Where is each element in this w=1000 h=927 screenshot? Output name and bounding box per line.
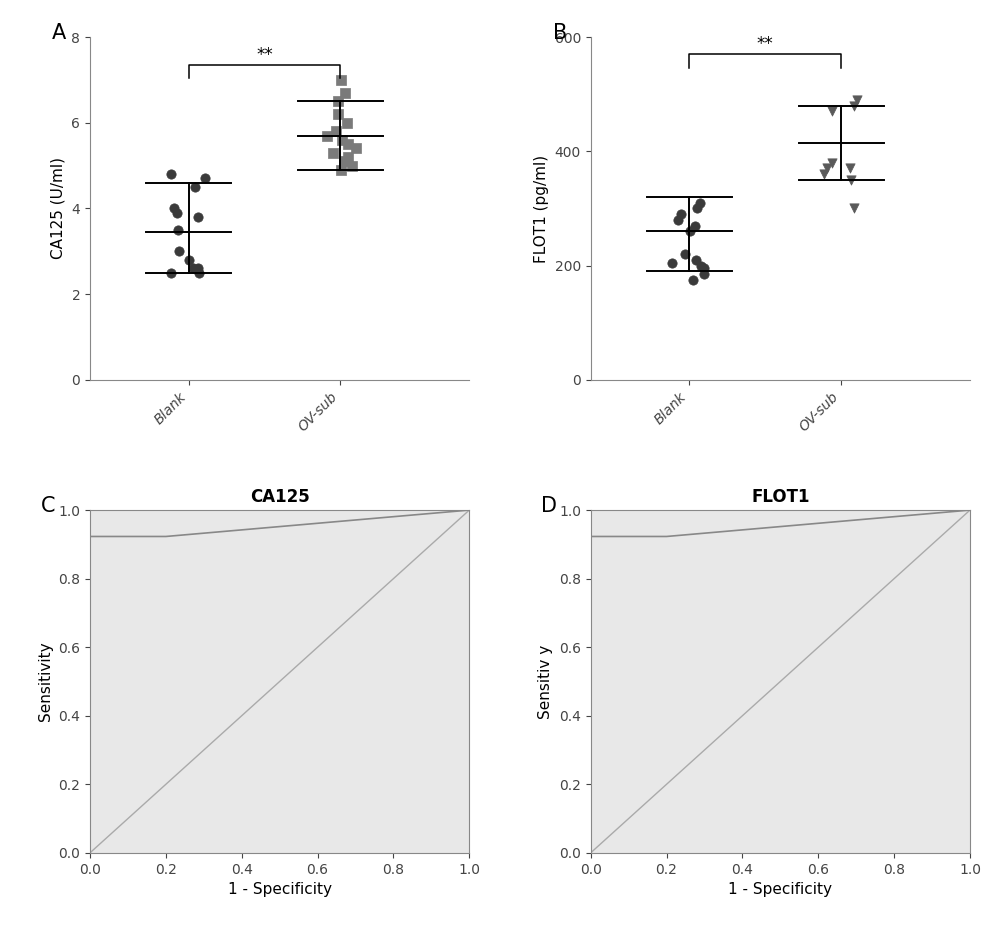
Point xyxy=(170,222,186,237)
Point xyxy=(337,85,353,100)
Point xyxy=(846,98,862,113)
Point xyxy=(190,210,206,224)
Point xyxy=(171,244,187,259)
Point xyxy=(816,167,832,182)
Point xyxy=(687,218,703,233)
Point xyxy=(824,104,840,119)
Point xyxy=(846,201,862,216)
Text: C: C xyxy=(41,496,55,516)
Point xyxy=(340,149,356,164)
Point xyxy=(689,201,705,216)
Point xyxy=(166,201,182,216)
Point xyxy=(670,212,686,227)
Point xyxy=(696,261,712,276)
Point xyxy=(682,224,698,239)
Point xyxy=(187,180,203,195)
Point xyxy=(181,252,197,267)
Point xyxy=(334,133,350,147)
Point xyxy=(344,159,360,173)
Point xyxy=(330,94,346,108)
Text: **: ** xyxy=(757,35,774,53)
Point xyxy=(328,124,344,139)
Point xyxy=(849,93,865,108)
Point xyxy=(340,137,356,152)
Title: FLOT1: FLOT1 xyxy=(751,488,810,506)
Point xyxy=(190,261,206,276)
Point xyxy=(685,273,701,287)
Point xyxy=(842,161,858,176)
Text: B: B xyxy=(553,23,567,44)
Point xyxy=(169,205,185,220)
Text: D: D xyxy=(541,496,557,516)
Point xyxy=(692,196,708,210)
Point xyxy=(333,162,349,177)
Point xyxy=(191,265,207,280)
Point xyxy=(163,167,179,182)
Point xyxy=(325,146,341,160)
Text: A: A xyxy=(52,23,66,44)
Point xyxy=(197,171,213,186)
Y-axis label: Sensitivity: Sensitivity xyxy=(38,641,53,721)
Point xyxy=(824,156,840,171)
Point xyxy=(693,258,709,273)
Point xyxy=(185,261,201,276)
Point xyxy=(673,207,689,222)
Point xyxy=(348,141,364,156)
Text: **: ** xyxy=(256,46,273,64)
Point xyxy=(688,252,704,267)
Point xyxy=(696,267,712,282)
X-axis label: 1 - Specificity: 1 - Specificity xyxy=(728,883,832,897)
Point xyxy=(819,161,835,176)
Point xyxy=(336,154,352,169)
Point xyxy=(339,115,355,130)
Point xyxy=(330,107,346,121)
Point xyxy=(333,72,349,87)
Point xyxy=(319,128,335,143)
Y-axis label: Sensitiv y: Sensitiv y xyxy=(538,644,553,718)
X-axis label: 1 - Specificity: 1 - Specificity xyxy=(228,883,332,897)
Title: CA125: CA125 xyxy=(250,488,310,506)
Y-axis label: CA125 (U/ml): CA125 (U/ml) xyxy=(51,158,66,260)
Y-axis label: FLOT1 (pg/ml): FLOT1 (pg/ml) xyxy=(534,155,549,262)
Point xyxy=(677,247,693,261)
Point xyxy=(664,255,680,270)
Point xyxy=(163,265,179,280)
Point xyxy=(843,172,859,187)
